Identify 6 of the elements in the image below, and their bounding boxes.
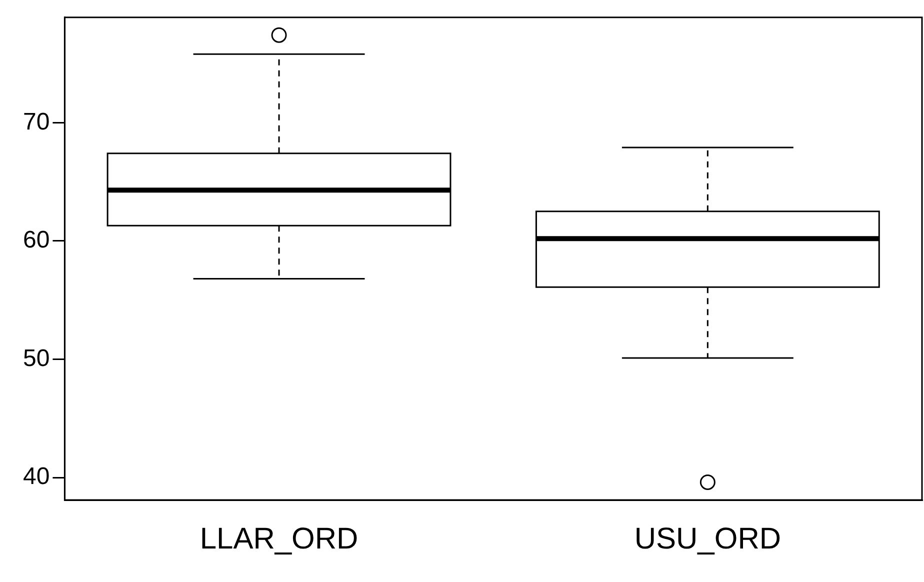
y-tick-label: 70 [22, 108, 50, 136]
y-tick-label: 40 [22, 463, 50, 490]
x-tick-label: LLAR_ORD [200, 522, 358, 556]
x-tick-label: USU_ORD [634, 522, 782, 556]
y-tick-label: 50 [22, 344, 50, 372]
y-tick-label: 60 [22, 226, 50, 254]
